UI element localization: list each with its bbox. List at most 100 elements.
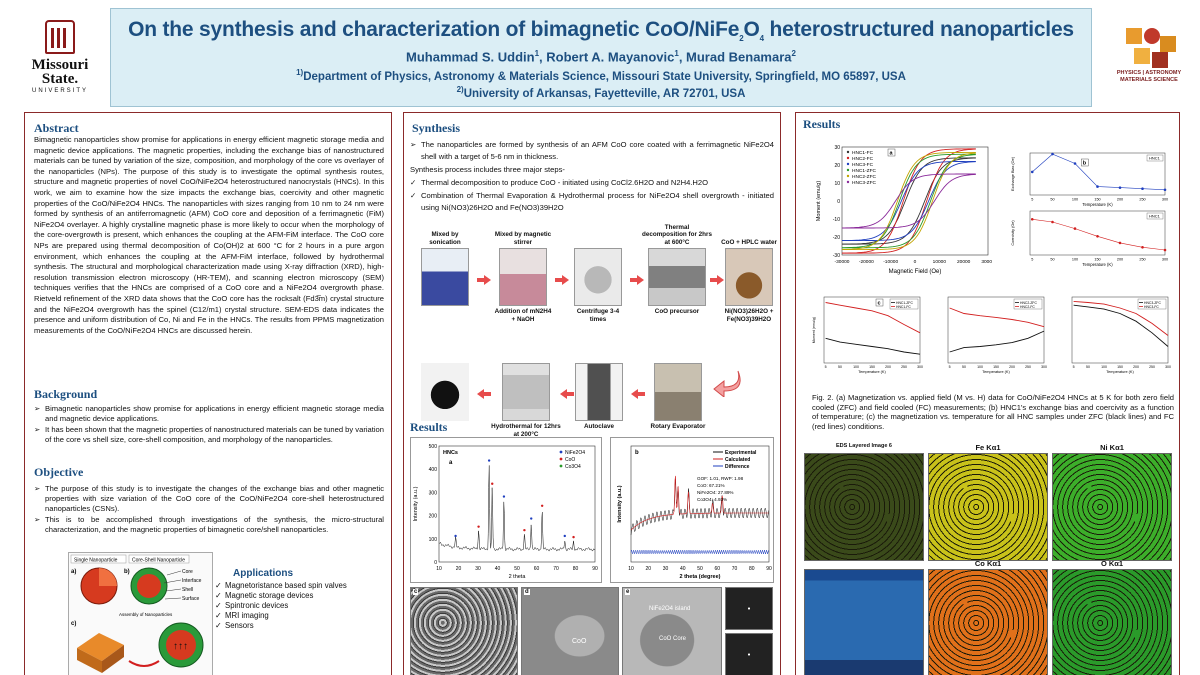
peak-marker xyxy=(563,534,566,538)
x-tick-label: 20 xyxy=(456,566,462,572)
eds-map-image xyxy=(928,453,1048,561)
application-item: ✓ MRI imaging xyxy=(215,611,269,620)
data-point xyxy=(1118,186,1122,189)
x-tick-label: 70 xyxy=(732,566,738,572)
y-axis-label: Intensity (a.u.) xyxy=(413,486,419,521)
peak-marker xyxy=(491,482,494,485)
y-tick-label: 100 xyxy=(429,537,438,543)
x-tick-label: 80 xyxy=(573,566,579,572)
arrow-bullet-icon: ➢ xyxy=(34,404,41,413)
x-tick-label: 150 xyxy=(1094,258,1100,262)
chart-title: HNCs xyxy=(443,450,458,456)
legend-entry: CoO xyxy=(565,457,575,463)
fft-pattern-2 xyxy=(725,633,773,675)
x-tick-label: 20 xyxy=(645,566,651,572)
y-axis-label: Coercivity (Oe) xyxy=(1011,220,1015,246)
x-tick-label: 5 xyxy=(1073,365,1075,369)
y-tick-label: 30 xyxy=(834,145,840,151)
flow-step-rotary: Rotary Evaporator xyxy=(646,344,710,431)
furnace-photo xyxy=(648,248,706,306)
x-tick-label: 30000 xyxy=(981,259,992,265)
fc-line xyxy=(1073,300,1169,336)
rietveld-refinement-chart: 10 20 30 40 50 60 70 80 90 2 theta (degree) Intens… xyxy=(610,437,774,583)
sem-image-c: c xyxy=(410,587,518,675)
nanoparticle-diagram: Single Nanoparticle Core-Shell Nanoparti… xyxy=(68,552,213,675)
arrow-bullet-icon: ➢ xyxy=(34,484,41,493)
zfc-line xyxy=(1073,304,1169,347)
eds-map-image xyxy=(804,569,924,675)
x-tick-label: 100 xyxy=(1101,365,1107,369)
results-heading-right: Results xyxy=(803,117,841,131)
x-tick-label: 100 xyxy=(977,365,983,369)
autoclave-photo xyxy=(575,363,623,421)
xrd-pattern-chart: 10 20 30 40 50 60 70 80 90 0 100 200 300 400 500 2 thet… xyxy=(410,437,602,583)
pams-logo-text: PHYSICS | ASTRONOMY MATERIALS SCIENCE xyxy=(1116,70,1182,83)
x-tick-label: 5 xyxy=(1031,198,1033,202)
refinement-annotation: GOF: 1.01, RWP: 1.98 xyxy=(697,476,744,481)
x-tick-label: 10000 xyxy=(933,259,947,265)
x-tick-label: 10 xyxy=(628,566,634,572)
panel-e-tag: e xyxy=(625,589,631,595)
hrtem-image-e: e NiFe2O4 island CoO Core xyxy=(622,587,722,675)
x-tick-label: 250 xyxy=(901,365,907,369)
panel-c-label: c) xyxy=(71,621,76,627)
data-line xyxy=(1032,153,1166,191)
y-tick-label: -20 xyxy=(833,235,840,241)
background-item: ➢ It has been shown that the magnetic pro… xyxy=(34,425,384,444)
checkmark-icon: ✓ xyxy=(215,601,222,610)
fft-pattern-1 xyxy=(725,587,773,630)
data-line xyxy=(1032,219,1166,251)
fc-line xyxy=(825,302,921,334)
synthesis-heading: Synthesis xyxy=(412,121,461,135)
refinement-annotation: CoO: 67.21% xyxy=(697,483,725,488)
x-tick-label: 5 xyxy=(825,365,827,369)
powder-photo xyxy=(421,363,469,421)
x-tick-label: 300 xyxy=(1162,258,1168,262)
x-tick-label: 50 xyxy=(838,365,842,369)
x-tick-label: 300 xyxy=(1162,198,1168,202)
missouri-state-logo: Missouri State. UNIVERSITY xyxy=(18,20,102,94)
right-column: Results -30000 -20000 -10000 0 10000 20000 300… xyxy=(795,112,1180,675)
data-point xyxy=(1073,162,1077,165)
y-tick-label: -10 xyxy=(833,217,840,223)
coercivity-chart: 5 50 100 150 200 250 300 Temperature (K) Coerciv… xyxy=(1006,207,1171,269)
x-tick-label: 200 xyxy=(885,365,891,369)
legend-box xyxy=(1137,298,1167,310)
eds-map-label: O Kα1 xyxy=(1100,559,1124,568)
checkmark-icon: ✓ xyxy=(215,591,222,600)
y-tick-label: 400 xyxy=(429,467,438,473)
refinement-annotation: Co3O4: 4.93% xyxy=(697,497,727,502)
rotary-evaporator-photo xyxy=(654,363,702,421)
flow-step-thermal: Thermal decomposition for 2hrs at 600°C … xyxy=(642,223,712,316)
logo-left-name: Missouri State. xyxy=(31,57,89,87)
eds-map-image xyxy=(1052,569,1172,675)
objective-heading: Objective xyxy=(34,465,84,479)
synthesis-item: ➢ The nanoparticles are formed by synthes… xyxy=(410,140,774,161)
x-axis-label: 2 theta (degree) xyxy=(680,574,721,580)
data-point xyxy=(1141,246,1144,249)
checkmark-icon: ✓ xyxy=(410,178,417,187)
y-axis-label: Exchange Bias (Oe) xyxy=(1011,156,1015,191)
plot-frame xyxy=(630,445,770,563)
synthesis-item: ✓ Combination of Thermal Evaporation & Hy… xyxy=(410,191,774,212)
x-axis-label: Temperature (K) xyxy=(982,370,1010,374)
hysteresis-branch-down xyxy=(842,160,976,241)
single-np-label: Single Nanoparticle xyxy=(74,558,118,564)
x-tick-label: -30000 xyxy=(835,259,850,265)
legend-entry: HNC3-FC xyxy=(852,162,874,168)
background-heading: Background xyxy=(34,387,98,401)
x-tick-label: -20000 xyxy=(859,259,874,265)
legend-marker xyxy=(846,156,850,160)
legend-entry: HNC3-ZFC xyxy=(1144,301,1162,305)
svg-text:↑↑↑: ↑↑↑ xyxy=(173,641,188,652)
x-tick-label: 250 xyxy=(1139,198,1145,202)
missouri-state-seal-icon xyxy=(45,20,75,54)
legend-box xyxy=(1146,154,1164,162)
zfc-line xyxy=(825,337,921,355)
legend-entry: NiFe2O4 xyxy=(565,450,585,456)
applications-list: ✓ Magnetoristance based spin valves ✓ Magn… xyxy=(215,581,355,631)
legend-entry: HNC1-ZFC xyxy=(896,301,914,305)
abstract-heading: Abstract xyxy=(34,121,79,135)
data-point xyxy=(1051,152,1054,156)
hysteresis-branch-down xyxy=(841,151,976,250)
